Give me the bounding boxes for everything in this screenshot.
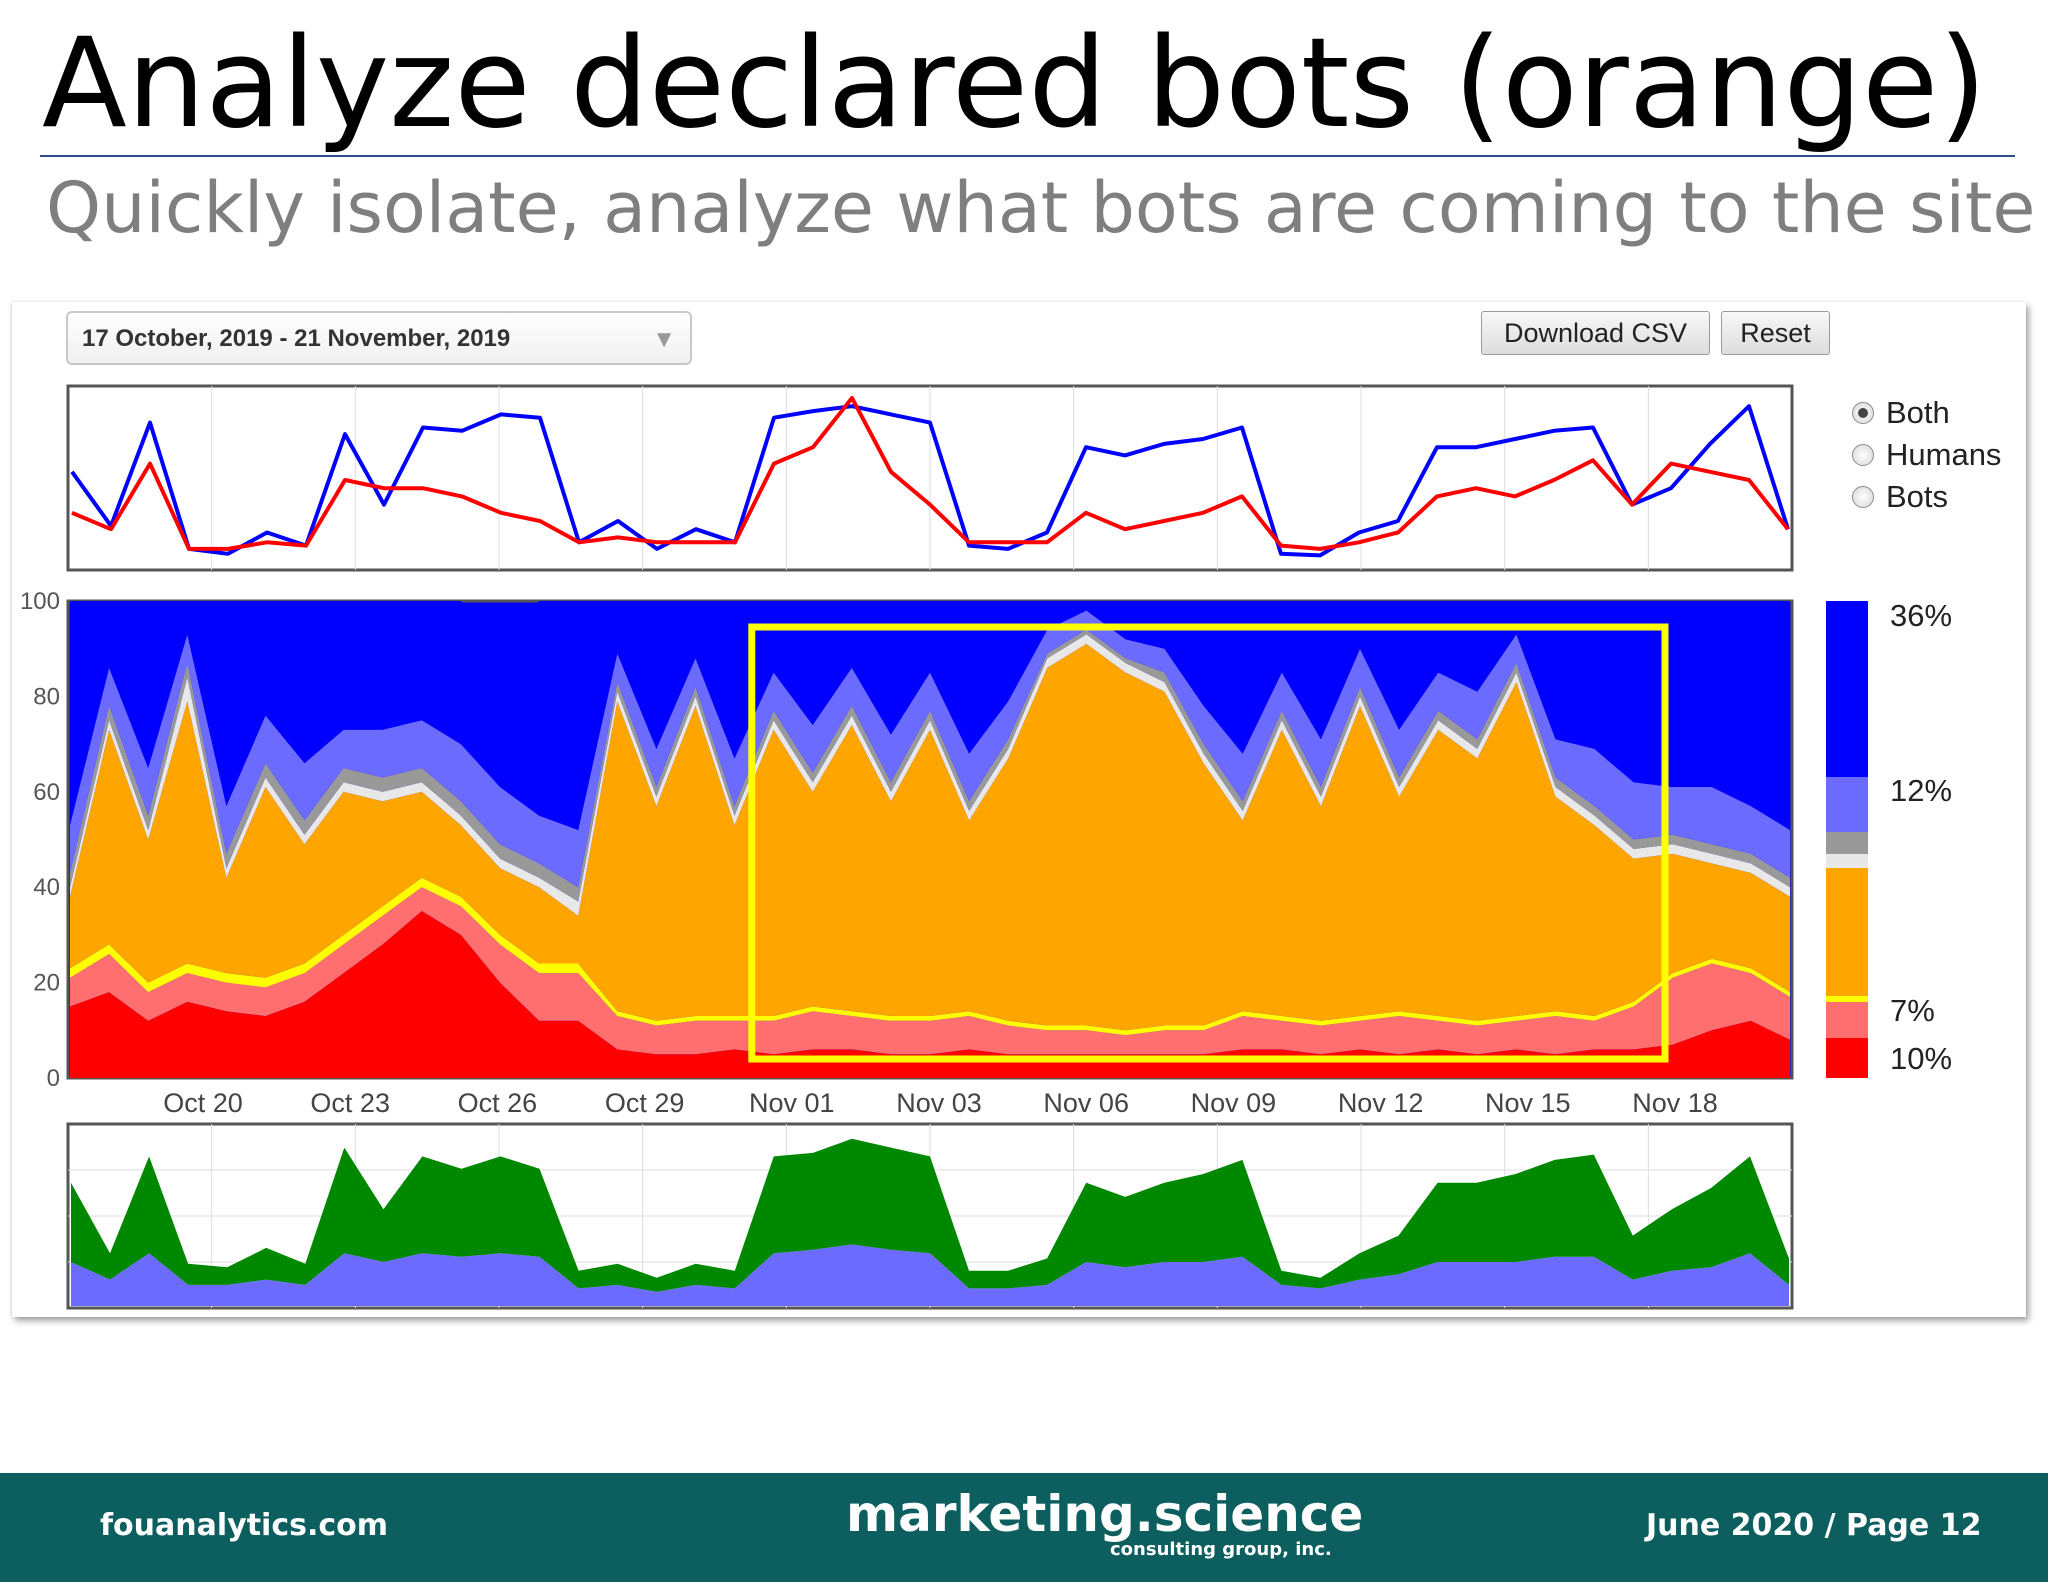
bots-line xyxy=(71,396,1790,551)
footer-logo-subtitle: consulting group, inc. xyxy=(1110,1539,1332,1560)
radio-selected-icon xyxy=(1852,402,1874,424)
main-stacked-area-chart: 0 20 40 60 80 100 Oct 20 Oct 23 Oct 26 Oct 29 Nov … xyxy=(20,588,1794,1118)
date-range-value: 17 October, 2019 - 21 November, 2019 xyxy=(82,325,511,352)
footer-website: fouanalytics.com xyxy=(100,1508,389,1543)
footer-logo: marketing.science xyxy=(846,1485,1364,1543)
x-tick-label: Nov 12 xyxy=(1338,1088,1424,1118)
x-tick-label: Nov 15 xyxy=(1485,1088,1571,1118)
y-tick-label: 60 xyxy=(33,779,60,806)
title-divider xyxy=(40,155,2015,157)
humans-line xyxy=(70,404,1790,558)
radio-label-both: Both xyxy=(1886,395,1950,430)
legend-swatch xyxy=(1826,777,1868,832)
legend-swatch xyxy=(1826,854,1868,868)
radio-label-bots: Bots xyxy=(1886,479,1949,514)
download-csv-button[interactable]: Download CSV xyxy=(1481,311,1710,355)
y-tick-label: 0 xyxy=(47,1065,60,1092)
legend-label-blue: 36% xyxy=(1890,598,1953,633)
legend-swatch xyxy=(1826,1002,1868,1038)
y-tick-label: 80 xyxy=(33,683,60,710)
x-tick-label: Oct 26 xyxy=(458,1088,538,1118)
y-tick-label: 40 xyxy=(33,874,60,901)
area-series-7 xyxy=(70,610,1790,888)
bottom-area-top xyxy=(71,1138,1789,1292)
legend-label-red: 10% xyxy=(1890,1041,1953,1076)
bottom-area-chart xyxy=(66,1122,1794,1310)
legend-swatch xyxy=(1826,832,1868,854)
y-tick-label: 100 xyxy=(20,588,60,615)
x-tick-label: Nov 18 xyxy=(1632,1088,1718,1118)
area-series-8 xyxy=(70,601,1790,830)
legend-swatch xyxy=(1826,601,1868,777)
x-tick-label: Oct 29 xyxy=(605,1088,685,1118)
footer-date-page: June 2020 / Page 12 xyxy=(1646,1508,1982,1543)
legend-swatch xyxy=(1826,1038,1868,1078)
radio-label-humans: Humans xyxy=(1886,437,2002,472)
highlight-box xyxy=(748,623,1669,1063)
date-range-select[interactable]: 17 October, 2019 - 21 November, 2019 ▼ xyxy=(66,311,692,365)
slide-subtitle: Quickly isolate, analyze what bots are c… xyxy=(46,167,2036,249)
y-tick-label: 20 xyxy=(33,970,60,997)
reset-button[interactable]: Reset xyxy=(1721,311,1830,355)
top-line-chart xyxy=(66,384,1794,572)
chevron-down-icon: ▼ xyxy=(652,326,676,353)
x-tick-label: Nov 03 xyxy=(896,1088,982,1118)
area-series-5 xyxy=(70,634,1790,916)
slide-title: Analyze declared bots (orange) xyxy=(42,12,1987,156)
legend-color-bar xyxy=(1826,601,1868,1078)
footer-bar xyxy=(0,1473,2048,1582)
legend-label-yellow: 7% xyxy=(1890,993,1935,1028)
area-series-1 xyxy=(70,911,1790,1078)
radio-unselected-icon xyxy=(1852,444,1874,466)
area-series-4 xyxy=(70,643,1790,1031)
legend-label-lightblue: 12% xyxy=(1890,773,1953,808)
x-tick-label: Oct 23 xyxy=(310,1088,390,1118)
charts-svg: 0 20 40 60 80 100 Oct 20 Oct 23 Oct 26 Oct 29 Nov … xyxy=(20,384,1868,1310)
x-tick-label: Nov 01 xyxy=(749,1088,835,1118)
x-tick-label: Nov 06 xyxy=(1043,1088,1129,1118)
x-tick-label: Oct 20 xyxy=(163,1088,243,1118)
radio-unselected-icon xyxy=(1852,486,1874,508)
legend-swatch xyxy=(1826,996,1868,1002)
x-tick-label: Nov 09 xyxy=(1191,1088,1277,1118)
legend-swatch xyxy=(1826,868,1868,996)
bottom-area-base xyxy=(71,1244,1789,1306)
